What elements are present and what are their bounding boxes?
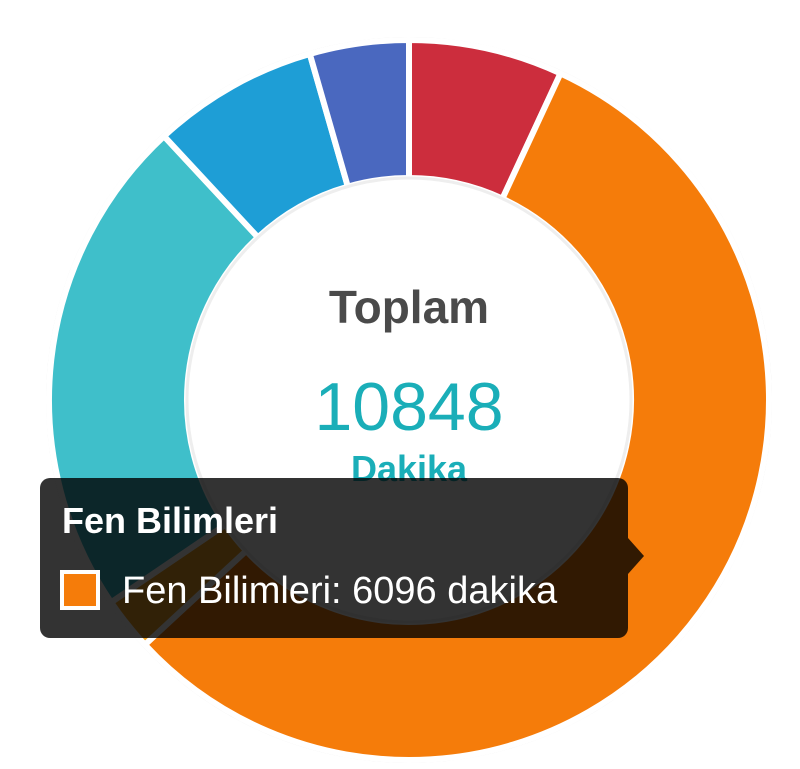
center-total-value: 10848 bbox=[314, 369, 504, 445]
tooltip: Fen Bilimleri Fen Bilimleri: 6096 dakika bbox=[40, 478, 628, 638]
tooltip-color-swatch bbox=[60, 570, 100, 610]
tooltip-caret bbox=[628, 538, 644, 574]
tooltip-text: Fen Bilimleri: 6096 dakika bbox=[122, 570, 558, 612]
tooltip-title: Fen Bilimleri bbox=[62, 500, 279, 541]
center-title: Toplam bbox=[328, 281, 490, 333]
